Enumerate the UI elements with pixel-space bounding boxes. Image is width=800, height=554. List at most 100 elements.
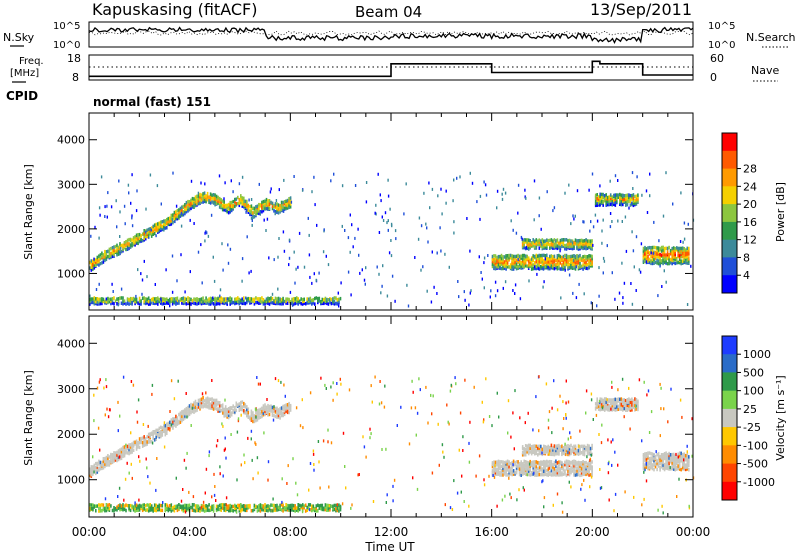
data-cell (538, 264, 541, 268)
data-cell (111, 453, 114, 457)
data-cell (227, 407, 230, 411)
data-cell (292, 299, 295, 304)
data-cell (523, 262, 525, 266)
data-cell (662, 245, 664, 250)
data-cell (98, 299, 100, 304)
data-cell (517, 466, 519, 471)
data-cell (518, 467, 521, 471)
data-cell (532, 241, 534, 245)
data-cell (172, 426, 174, 430)
data-cell (514, 260, 516, 265)
data-cell (335, 296, 337, 300)
data-cell (200, 297, 203, 301)
data-cell (116, 249, 118, 253)
data-cell (635, 202, 638, 206)
data-cell (223, 208, 225, 212)
data-cell (134, 237, 136, 241)
data-cell (623, 406, 626, 410)
data-cell (264, 199, 266, 203)
scatter-cell (606, 398, 608, 402)
scatter-cell (681, 415, 683, 419)
data-cell (164, 299, 167, 303)
data-cell (546, 245, 548, 249)
data-cell (562, 451, 565, 456)
data-cell (497, 254, 500, 259)
scatter-cell (200, 505, 202, 509)
data-cell (553, 462, 556, 467)
data-cell (208, 508, 210, 513)
data-cell (96, 504, 99, 508)
colorbar-tick-label: 28 (743, 163, 757, 176)
data-cell (594, 201, 597, 206)
scatter-cell (431, 250, 433, 254)
data-cell (265, 300, 268, 304)
data-cell (527, 245, 530, 249)
data-cell (552, 243, 554, 247)
data-cell (113, 506, 115, 510)
data-cell (191, 505, 194, 510)
data-cell (187, 506, 189, 510)
scatter-cell (655, 450, 657, 454)
data-cell (146, 440, 148, 444)
data-cell (585, 260, 587, 265)
data-cell (282, 298, 284, 303)
data-cell (286, 198, 289, 203)
data-cell (247, 504, 250, 508)
data-cell (665, 451, 667, 455)
data-cell (562, 468, 565, 472)
data-cell (197, 194, 200, 198)
data-cell (117, 449, 120, 453)
scatter-cell (124, 222, 126, 226)
data-cell (218, 404, 221, 408)
data-cell (90, 259, 93, 263)
data-cell (576, 472, 578, 477)
data-cell (241, 204, 244, 208)
scatter-cell (137, 268, 139, 272)
scatter-cell (226, 297, 228, 301)
data-cell (158, 229, 161, 234)
data-cell (499, 259, 501, 263)
data-cell (521, 468, 524, 473)
data-cell (176, 508, 179, 513)
data-cell (582, 242, 584, 247)
data-cell (303, 299, 305, 303)
data-cell (203, 399, 206, 403)
scatter-cell (100, 175, 103, 179)
data-cell (212, 398, 215, 403)
data-cell (172, 420, 174, 424)
data-cell (681, 259, 684, 263)
data-cell (526, 264, 528, 268)
data-cell (686, 463, 689, 467)
data-cell (280, 302, 283, 306)
data-cell (494, 467, 497, 471)
data-cell (529, 239, 531, 243)
data-cell (502, 257, 504, 261)
data-cell (556, 244, 559, 248)
data-cell (129, 245, 132, 249)
scatter-cell (292, 301, 294, 305)
data-cell (226, 300, 228, 304)
scatter-cell (444, 252, 446, 256)
data-cell (508, 473, 510, 477)
data-cell (282, 404, 284, 409)
data-cell (543, 239, 545, 243)
data-cell (131, 244, 133, 248)
data-cell (259, 411, 262, 415)
data-cell (568, 451, 571, 455)
data-cell (524, 240, 527, 244)
data-cell (102, 297, 105, 302)
data-cell (532, 462, 534, 467)
data-cell (684, 455, 687, 460)
data-cell (642, 255, 645, 260)
data-cell (532, 466, 534, 470)
data-cell (286, 206, 289, 210)
data-cell (549, 263, 551, 267)
data-cell (654, 254, 657, 258)
data-cell (211, 193, 213, 197)
scatter-cell (645, 260, 648, 264)
data-cell (262, 299, 265, 304)
data-cell (599, 199, 601, 203)
scatter-cell (248, 271, 250, 275)
data-cell (606, 400, 609, 405)
data-cell (603, 399, 606, 403)
